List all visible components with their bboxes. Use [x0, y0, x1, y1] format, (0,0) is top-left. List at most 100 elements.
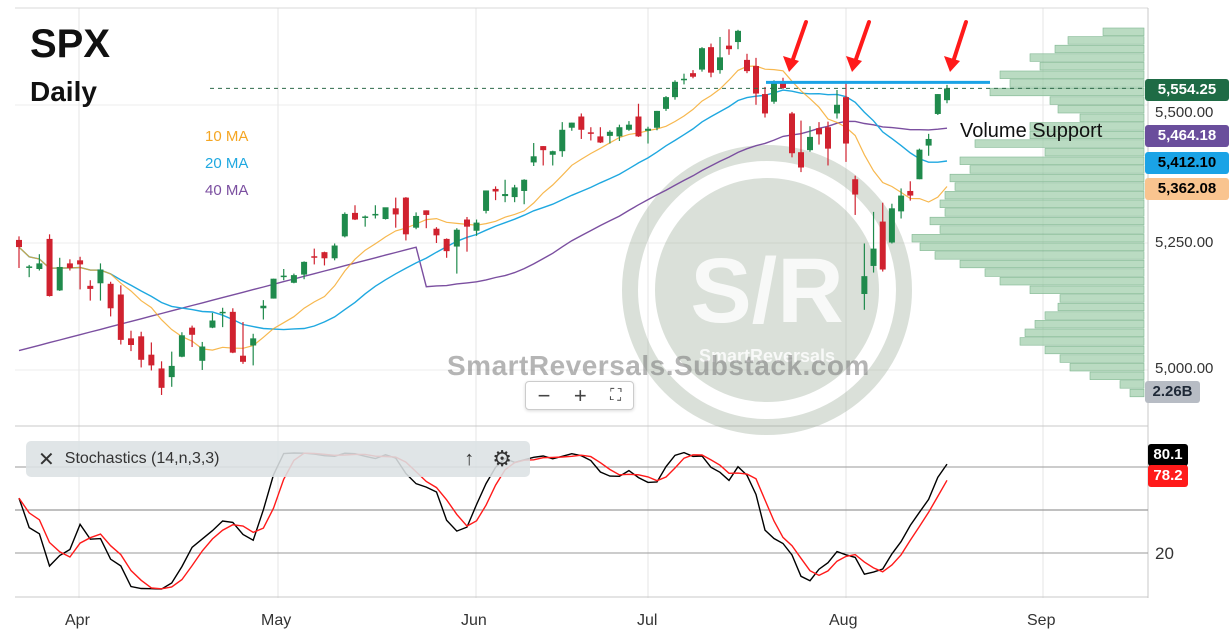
candle-body: [916, 149, 923, 180]
volume-profile-bar: [1024, 328, 1145, 337]
legend-ma20: 20 MA: [205, 155, 249, 172]
candle-body: [511, 187, 518, 198]
candle-body: [852, 179, 859, 195]
candle-body: [735, 30, 741, 43]
candle-body: [789, 113, 795, 154]
candle-body: [453, 229, 460, 247]
candle-body: [816, 128, 822, 135]
candle-body: [907, 190, 914, 196]
price-badge-ma10: 5,362.08: [1145, 178, 1229, 200]
candle-body: [726, 45, 732, 50]
volume-profile-bar: [1029, 53, 1145, 62]
candle-body: [260, 305, 267, 309]
candle-body: [77, 260, 84, 265]
candle-body: [372, 213, 379, 216]
candle-body: [843, 97, 849, 144]
price-tick: 5,000.00: [1155, 360, 1214, 377]
watermark-ring: [622, 145, 912, 435]
price-badge-last: 5,554.25: [1145, 79, 1229, 101]
arrow-head: [944, 56, 960, 72]
volume-profile-bar: [934, 251, 1145, 260]
candle-body: [270, 278, 277, 299]
candle-body: [97, 269, 104, 284]
candle-body: [66, 263, 73, 268]
close-icon[interactable]: ✕: [38, 448, 55, 471]
volume-profile-bar: [1089, 371, 1145, 380]
fit-screen-icon[interactable]: ⛶: [610, 386, 622, 404]
chart-title: SPX: [30, 22, 111, 66]
volume-profile-bar: [929, 216, 1145, 226]
candle-body: [423, 210, 430, 215]
volume-profile-bar: [1067, 36, 1145, 45]
candle-body: [606, 131, 613, 136]
zoom-out-button[interactable]: −: [537, 382, 551, 408]
volume-profile-bar: [1029, 285, 1145, 294]
candle-body: [587, 132, 594, 134]
watermark-logo: S/R: [690, 240, 843, 342]
volume-profile-bar: [1044, 148, 1145, 157]
watermark-text: SmartReversals.Substack.com: [447, 350, 870, 381]
candle-body: [250, 338, 257, 346]
candle-body: [502, 194, 509, 197]
gear-icon[interactable]: ⚙: [492, 446, 512, 471]
candle-body: [690, 73, 696, 77]
volume-support-label: Volume Support: [960, 120, 1103, 142]
candle-body: [530, 156, 537, 163]
candle-body: [717, 57, 723, 71]
candle-body: [382, 207, 389, 220]
volume-profile-bar: [939, 225, 1145, 234]
volume-profile-bar: [1029, 130, 1145, 140]
legend-ma40: 40 MA: [205, 182, 249, 199]
candle-body: [158, 368, 165, 388]
move-up-icon[interactable]: ↑: [464, 447, 475, 470]
stochastics-legend: ✕ Stochastics (14,n,3,3) ↑ ⚙: [26, 441, 530, 477]
candle-body: [708, 47, 714, 73]
candle-body: [578, 116, 585, 130]
candle-body: [898, 195, 905, 212]
candle-body: [362, 216, 369, 218]
time-tick: Sep: [1027, 612, 1056, 629]
volume-profile-bar: [1044, 345, 1145, 355]
candle-body: [559, 129, 566, 152]
candle-body: [861, 276, 868, 294]
watermark-disc: [655, 178, 879, 402]
stoch-k-badge: 80.1: [1148, 444, 1188, 466]
arrow-head: [846, 56, 862, 72]
volume-profile-bar: [1079, 113, 1145, 122]
time-tick: Jun: [461, 612, 487, 629]
volume-profile-bar: [999, 277, 1145, 286]
volume-profile-bar: [974, 139, 1145, 148]
volume-profile-bar: [911, 234, 1145, 243]
zoom-in-button[interactable]: +: [573, 382, 587, 408]
candle-body: [413, 215, 420, 228]
candle-body: [549, 151, 556, 155]
candle-body: [625, 124, 632, 130]
candle-body: [443, 238, 450, 252]
volume-profile-bar: [959, 259, 1145, 269]
candle-body: [392, 208, 399, 215]
candle-body: [540, 146, 547, 151]
candle-body: [117, 294, 124, 340]
candle-body: [825, 127, 831, 149]
candle-body: [128, 338, 134, 345]
candle-body: [26, 266, 33, 268]
candle-body: [934, 94, 941, 114]
volume-profile-bar: [919, 242, 1145, 251]
volume-profile-bar: [999, 70, 1145, 79]
volume-profile-bar: [1029, 122, 1145, 131]
volume-profile-bar: [1019, 337, 1145, 346]
candle-body: [879, 221, 886, 270]
candle-body: [925, 138, 932, 146]
candle-body: [888, 208, 895, 243]
candle-body: [240, 355, 246, 362]
candle-body: [944, 88, 950, 101]
candle-body: [46, 238, 53, 297]
candle-body: [219, 311, 226, 314]
candle-body: [744, 59, 750, 72]
candle-body: [290, 275, 297, 283]
candle-body: [433, 228, 440, 236]
candle-body: [464, 219, 470, 227]
candle-body: [87, 285, 94, 289]
